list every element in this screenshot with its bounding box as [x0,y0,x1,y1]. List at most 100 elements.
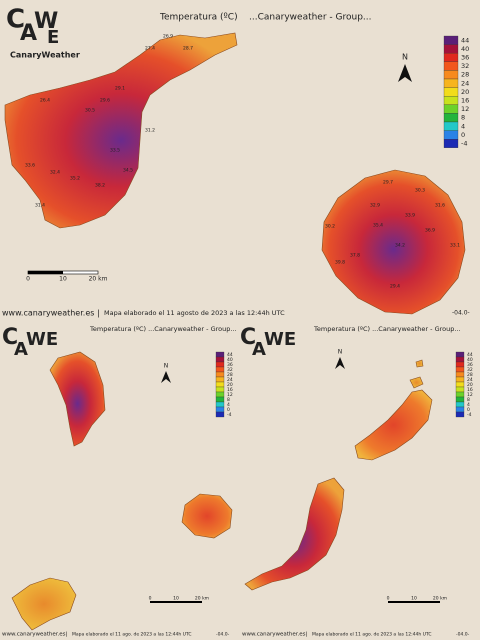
footer-code: -04.0- [216,632,230,638]
footer-code: -04.0- [456,632,470,638]
temperature-label: 31.4 [35,203,45,209]
temperature-label: 36.9 [425,228,435,234]
legend-label: 36 [467,362,473,368]
north-arrow-shape [335,357,345,369]
logo-text: CanaryWeather [10,51,80,60]
legend-label: 36 [461,54,469,62]
temperature-label: 35.2 [70,176,80,182]
legend-swatch [455,366,465,373]
legend-swatch [455,391,465,398]
temperature-label: 31.6 [435,203,445,209]
scale-bar: 0 10 20 km [387,596,447,603]
lanzarote [354,389,433,461]
legend-swatch [215,371,225,378]
scale-bar-shape [28,271,63,274]
footer-site: www.canaryweather.es| [2,632,68,638]
scale-label: 0 [387,596,390,602]
legend-swatch [455,386,465,393]
tenerife [4,32,238,229]
legend-swatch [443,139,459,148]
legend-label: 44 [461,36,469,44]
legend-swatch [215,406,225,413]
north-arrow: N [161,363,171,383]
footer-date: Mapa elaborado el 11 agosto de 2023 a la… [104,309,285,317]
legend-swatch [443,70,459,80]
legend-label: 24 [461,79,469,87]
legend-label: 24 [227,377,233,383]
temperature-label: 28.7 [183,46,193,52]
legend-label: -4 [227,412,232,418]
legend-label: 20 [467,382,473,388]
temperature-label: 29.1 [115,86,125,92]
legend-swatch [215,351,225,358]
legend-label: 44 [467,352,473,358]
scale-label: 20 km [195,596,209,602]
legend-label: 12 [467,392,473,398]
alegranza [415,359,424,368]
legend-swatch [215,391,225,398]
scale-label: 20 km [433,596,447,602]
legend-label: 40 [461,45,469,53]
legend-label: 36 [227,362,233,368]
legend-label: -4 [467,412,472,418]
temperature-label: 33.5 [110,148,120,154]
legend-swatch [443,121,459,131]
legend-swatch [215,396,225,403]
legend-swatch [443,35,459,45]
legend-swatch [443,104,459,114]
legend-label: 32 [467,367,473,373]
legend-label: 28 [461,71,469,79]
legend-label: 4 [467,402,470,408]
legend-swatch [443,113,459,123]
north-arrow: N [335,349,345,369]
legend-label: 28 [467,372,473,378]
legend-swatch [443,61,459,71]
legend-label: 16 [227,387,233,393]
legend-swatch [443,53,459,62]
legend-swatch [455,351,465,358]
temperature-label: 33.1 [450,243,460,249]
north-label: N [338,349,343,356]
legend-swatch [215,356,225,363]
temperature-label: 30.3 [415,188,425,194]
legend-label: 40 [467,357,473,363]
legend-label: 24 [467,377,473,383]
logo: C A WE [240,325,296,360]
legend-label: 20 [461,88,469,96]
footer-date: Mapa elaborado el 11 ago. de 2023 a las … [312,632,432,638]
legend-label: 28 [227,372,233,378]
legend-swatch [443,87,459,97]
legend-swatch [455,371,465,378]
legend-swatch [455,411,465,418]
temperature-label: 30.5 [85,108,95,114]
footer-site: www.canaryweather.es | [2,309,100,318]
temperature-label: 27.4 [145,46,155,52]
scale-label: 0 [26,276,30,283]
legend-label: 8 [227,397,230,403]
legend-swatch [455,396,465,403]
legend-label: -4 [461,140,467,148]
temperature-label: 39.8 [335,260,345,266]
logo-mark: C [2,325,18,350]
temperature-label: 29.7 [383,180,393,186]
logo-mark: WE [264,329,296,350]
temperature-label: 26.4 [40,98,50,104]
legend-swatch [455,376,465,383]
temperature-label: 37.8 [350,253,360,259]
temperature-label: 31.2 [145,128,155,134]
legend-swatch [455,361,465,368]
temperature-label: 26.9 [163,34,173,40]
el-hierro [11,577,77,631]
logo: C A W E CanaryWeather [6,5,80,60]
legend-label: 8 [467,397,470,403]
scale-bar: 0 10 20 km [149,596,209,603]
north-label: N [402,53,408,62]
legend-swatch [215,366,225,373]
legend-swatch [443,96,459,105]
legend-label: 4 [227,402,230,408]
logo-mark: E [47,27,59,48]
scale-bar-shape [388,601,440,603]
footer-site: www.canaryweather.es| [242,632,308,638]
la-gomera [181,493,233,539]
